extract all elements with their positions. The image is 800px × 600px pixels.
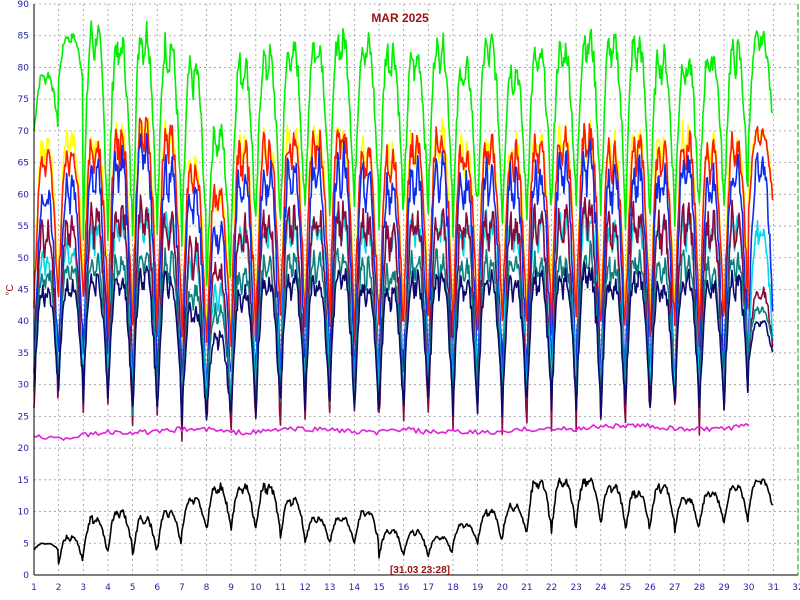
chart-title: MAR 2025 bbox=[371, 11, 429, 25]
x-tick-label: 28 bbox=[694, 583, 706, 593]
x-tick-label: 30 bbox=[743, 583, 755, 593]
series-line-9 bbox=[33, 422, 750, 441]
x-tick-label: 4 bbox=[105, 583, 111, 593]
x-tick-label: 21 bbox=[521, 583, 532, 593]
series-line-8 bbox=[33, 261, 774, 426]
x-tick-label: 25 bbox=[620, 583, 631, 593]
y-tick-label: 60 bbox=[18, 190, 30, 200]
y-tick-label: 0 bbox=[23, 571, 29, 581]
y-tick-label: 70 bbox=[18, 127, 30, 137]
y-tick-label: 45 bbox=[18, 286, 29, 296]
x-tick-label: 12 bbox=[299, 583, 310, 593]
timestamp-label: [31.03 23:28] bbox=[390, 565, 450, 576]
y-tick-label: 80 bbox=[18, 63, 30, 73]
y-tick-label: 65 bbox=[18, 159, 29, 169]
x-tick-label: 27 bbox=[669, 583, 680, 593]
y-tick-label: 15 bbox=[18, 476, 29, 486]
x-tick-label: 16 bbox=[398, 583, 410, 593]
x-tick-label: 7 bbox=[179, 583, 185, 593]
series-line-10 bbox=[33, 477, 774, 565]
x-tick-label: 22 bbox=[546, 583, 557, 593]
x-tick-label: 23 bbox=[570, 583, 581, 593]
x-tick-label: 29 bbox=[718, 583, 730, 593]
y-axis-label: °C bbox=[5, 284, 16, 295]
x-tick-label: 31 bbox=[768, 583, 779, 593]
y-tick-label: 10 bbox=[18, 508, 30, 518]
series-line-1 bbox=[33, 20, 774, 287]
y-tick-label: 50 bbox=[18, 254, 30, 264]
x-tick-label: 20 bbox=[497, 583, 509, 593]
x-tick-label: 3 bbox=[80, 583, 86, 593]
x-tick-label: 9 bbox=[228, 583, 234, 593]
y-tick-label: 25 bbox=[18, 412, 29, 422]
x-tick-label: 15 bbox=[373, 583, 384, 593]
x-tick-label: 32 bbox=[792, 583, 800, 593]
series-line-3 bbox=[33, 116, 774, 348]
y-tick-label: 5 bbox=[23, 539, 29, 549]
x-tick-label: 19 bbox=[472, 583, 484, 593]
x-tick-label: 24 bbox=[595, 583, 607, 593]
x-tick-label: 18 bbox=[447, 583, 459, 593]
axes bbox=[33, 4, 799, 576]
x-tick-label: 11 bbox=[275, 583, 286, 593]
y-tick-label: 40 bbox=[18, 317, 30, 327]
x-tick-label: 14 bbox=[349, 583, 361, 593]
x-tick-label: 2 bbox=[56, 583, 62, 593]
x-tick-label: 1 bbox=[31, 583, 37, 593]
x-tick-label: 8 bbox=[204, 583, 210, 593]
y-tick-label: 35 bbox=[18, 349, 29, 359]
x-tick-label: 13 bbox=[324, 583, 335, 593]
y-tick-label: 85 bbox=[18, 32, 29, 42]
series-group bbox=[33, 20, 774, 565]
x-tick-label: 26 bbox=[644, 583, 656, 593]
y-tick-label: 55 bbox=[18, 222, 29, 232]
y-tick-label: 30 bbox=[18, 381, 30, 391]
x-tick-label: 6 bbox=[154, 583, 160, 593]
y-tick-label: 75 bbox=[18, 95, 29, 105]
y-tick-label: 90 bbox=[18, 0, 30, 10]
y-tick-label: 20 bbox=[18, 444, 30, 454]
x-tick-label: 10 bbox=[250, 583, 262, 593]
x-tick-label: 5 bbox=[130, 583, 136, 593]
x-tick-label: 17 bbox=[423, 583, 434, 593]
